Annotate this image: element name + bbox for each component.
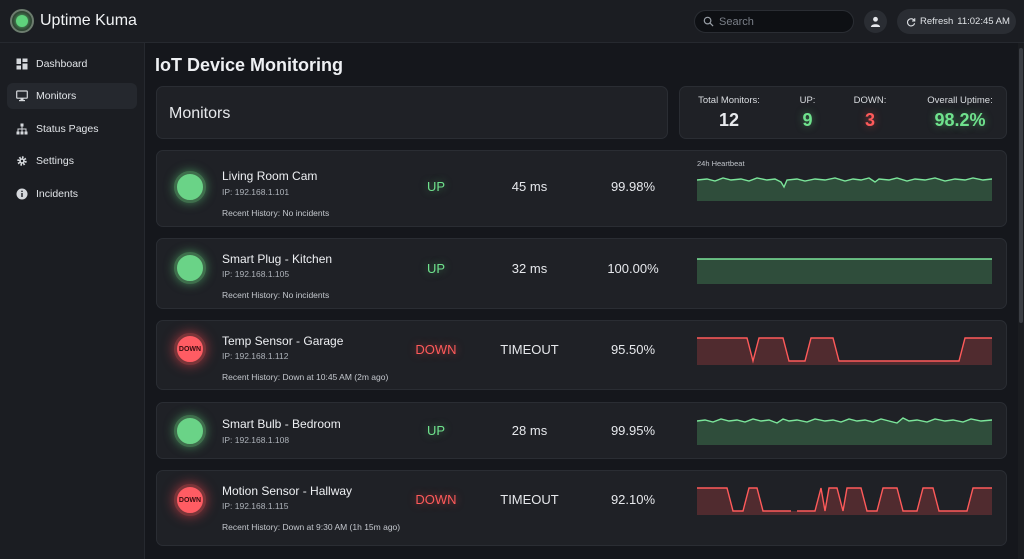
stat-down: DOWN: 3	[845, 95, 895, 131]
user-avatar-button[interactable]	[864, 10, 887, 33]
monitor-name: Smart Bulb - Bedroom	[222, 417, 341, 431]
monitor-ip: IP: 192.168.1.108	[222, 435, 290, 445]
sitemap-icon	[16, 123, 28, 135]
refresh-time: 11:02:45 AM	[957, 16, 1010, 27]
uptime-percent: 92.10%	[610, 492, 656, 507]
user-icon	[870, 16, 881, 27]
monitor-row[interactable]: Living Room Cam IP: 192.168.1.101 Recent…	[156, 150, 1007, 227]
monitor-history: Recent History: Down at 10:45 AM (2m ago…	[222, 372, 389, 382]
status-badge: DOWN	[415, 492, 457, 507]
monitors-heading: Monitors	[169, 105, 231, 122]
response-time: 45 ms	[511, 179, 548, 194]
monitor-ip: IP: 192.168.1.101	[222, 187, 290, 197]
heartbeat-sparkline	[697, 487, 992, 515]
stat-overall-uptime: Overall Uptime: 98.2%	[920, 95, 1000, 131]
info-icon	[16, 188, 28, 200]
sidebar-item-label: Dashboard	[36, 58, 88, 70]
response-time: TIMEOUT	[500, 342, 559, 357]
grid-icon	[16, 58, 28, 70]
monitor-row[interactable]: Smart Bulb - Bedroom IP: 192.168.1.108 U…	[156, 402, 1007, 459]
stat-label: Total Monitors:	[698, 95, 760, 106]
monitor-row[interactable]: DOWN Temp Sensor - Garage IP: 192.168.1.…	[156, 320, 1007, 390]
top-bar: Uptime Kuma Refresh 11:02:45 AM	[0, 0, 1024, 43]
search-input[interactable]	[719, 15, 849, 28]
response-time: TIMEOUT	[500, 492, 559, 507]
stat-value: 3	[864, 110, 875, 130]
sidebar-item-label: Status Pages	[36, 123, 99, 135]
status-indicator-icon	[174, 415, 206, 447]
monitor-name: Motion Sensor - Hallway	[222, 484, 353, 498]
stat-value: 9	[802, 110, 813, 130]
stat-total: Total Monitors: 12	[692, 95, 766, 131]
monitor-name: Temp Sensor - Garage	[222, 334, 344, 348]
brand[interactable]: Uptime Kuma	[10, 9, 137, 33]
monitor-history: Recent History: No incidents	[222, 290, 330, 300]
status-badge: UP	[426, 179, 446, 194]
uptime-percent: 95.50%	[610, 342, 656, 357]
status-indicator-icon	[174, 171, 206, 203]
monitor-ip: IP: 192.168.1.115	[222, 501, 289, 511]
status-badge: DOWN	[415, 342, 457, 357]
uptime-percent: 99.98%	[610, 179, 656, 194]
monitor-icon	[16, 90, 28, 102]
stat-label: UP:	[799, 95, 816, 106]
heartbeat-sparkline	[697, 417, 992, 445]
refresh-label: Refresh	[920, 16, 954, 27]
heartbeat-sparkline	[697, 258, 992, 284]
monitor-ip: IP: 192.168.1.112	[222, 351, 289, 361]
refresh-icon	[907, 17, 916, 26]
heartbeat-sparkline	[697, 337, 992, 365]
sidebar-item-label: Monitors	[36, 90, 77, 102]
scrollbar-thumb[interactable]	[1019, 48, 1023, 323]
stats-card: Total Monitors: 12 UP: 9 DOWN: 3 Overall…	[679, 86, 1007, 139]
heartbeat-sparkline	[697, 177, 992, 201]
monitor-name: Smart Plug - Kitchen	[222, 252, 333, 266]
gear-icon	[17, 156, 27, 166]
monitor-name: Living Room Cam	[222, 169, 318, 183]
sidebar-item-label: Settings	[36, 155, 74, 167]
response-time: 32 ms	[511, 261, 548, 276]
uptime-percent: 100.00%	[607, 261, 659, 276]
sidebar-item-monitors[interactable]: Monitors	[7, 83, 137, 109]
sidebar: Dashboard Monitors Status Pages Settings	[0, 43, 145, 559]
app-name: Uptime Kuma	[40, 12, 137, 29]
stat-up: UP: 9	[785, 95, 830, 131]
status-indicator-icon	[174, 252, 206, 284]
refresh-button[interactable]: Refresh 11:02:45 AM	[897, 9, 1016, 34]
logo-icon	[10, 9, 34, 33]
sidebar-item-status-pages[interactable]: Status Pages	[7, 116, 137, 142]
status-indicator-label: DOWN	[178, 496, 202, 504]
status-indicator-label: DOWN	[178, 345, 202, 353]
status-badge: UP	[426, 423, 446, 438]
status-indicator-icon: DOWN	[174, 333, 206, 365]
sidebar-item-label: Incidents	[36, 188, 79, 200]
monitor-ip: IP: 192.168.1.105	[222, 269, 290, 279]
monitors-header-card: Monitors	[156, 86, 668, 139]
sidebar-item-incidents[interactable]: Incidents	[7, 181, 137, 207]
status-badge: UP	[426, 261, 446, 276]
status-indicator-icon: DOWN	[174, 484, 206, 516]
sidebar-item-dashboard[interactable]: Dashboard	[7, 51, 137, 77]
stat-value: 98.2%	[934, 110, 986, 130]
search-box[interactable]	[694, 10, 854, 33]
page-title: IoT Device Monitoring	[155, 55, 344, 75]
stat-label: DOWN:	[853, 95, 887, 106]
search-icon	[703, 16, 714, 27]
monitor-row[interactable]: Smart Plug - Kitchen IP: 192.168.1.105 R…	[156, 238, 1007, 309]
heartbeat-label: 24h Heartbeat	[697, 159, 745, 168]
monitor-history: Recent History: No incidents	[222, 208, 330, 218]
monitor-row[interactable]: DOWN Motion Sensor - Hallway IP: 192.168…	[156, 470, 1007, 546]
stat-value: 12	[718, 110, 740, 130]
monitor-history: Recent History: Down at 9:30 AM (1h 15m …	[222, 522, 401, 532]
stat-label: Overall Uptime:	[927, 95, 993, 106]
uptime-percent: 99.95%	[610, 423, 656, 438]
response-time: 28 ms	[511, 423, 548, 438]
sidebar-item-settings[interactable]: Settings	[7, 148, 137, 174]
